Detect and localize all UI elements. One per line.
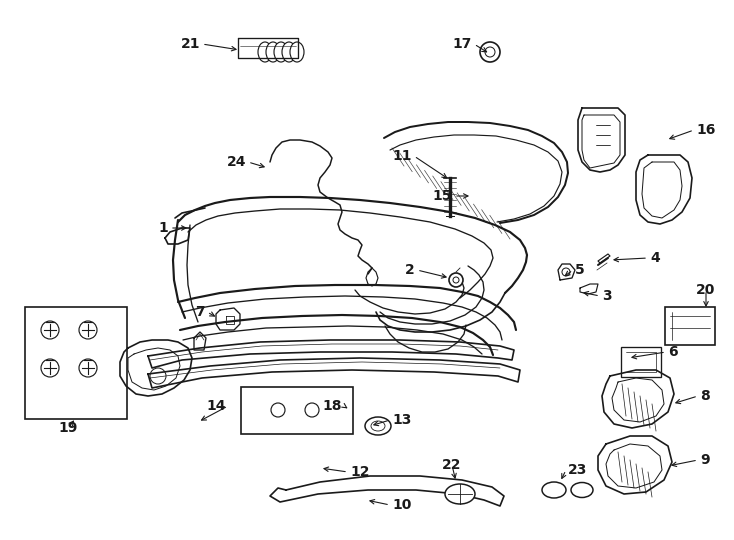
Ellipse shape	[445, 484, 475, 504]
Text: 11: 11	[393, 149, 412, 163]
Circle shape	[41, 359, 59, 377]
Text: 21: 21	[181, 37, 200, 51]
Circle shape	[150, 368, 166, 384]
Ellipse shape	[571, 483, 593, 497]
Text: 17: 17	[453, 37, 472, 51]
Text: 7: 7	[195, 305, 205, 319]
Ellipse shape	[274, 42, 288, 62]
Text: 22: 22	[443, 458, 462, 472]
Text: 19: 19	[58, 421, 78, 435]
Circle shape	[562, 268, 570, 276]
Text: 12: 12	[350, 465, 369, 479]
Circle shape	[453, 277, 459, 283]
Ellipse shape	[371, 421, 385, 431]
Text: 2: 2	[405, 263, 415, 277]
Ellipse shape	[266, 42, 280, 62]
Circle shape	[271, 403, 285, 417]
FancyBboxPatch shape	[621, 347, 661, 377]
FancyBboxPatch shape	[241, 387, 353, 434]
Circle shape	[480, 42, 500, 62]
Text: 14: 14	[206, 399, 226, 413]
Circle shape	[79, 321, 97, 339]
Text: 13: 13	[392, 413, 411, 427]
Text: 3: 3	[602, 289, 611, 303]
Text: 8: 8	[700, 389, 710, 403]
Circle shape	[485, 47, 495, 57]
Ellipse shape	[258, 42, 272, 62]
Text: 24: 24	[227, 155, 246, 169]
Circle shape	[79, 359, 97, 377]
Text: 16: 16	[696, 123, 716, 137]
Text: 15: 15	[432, 189, 452, 203]
Ellipse shape	[290, 42, 304, 62]
Text: 10: 10	[392, 498, 411, 512]
Text: 23: 23	[568, 463, 587, 477]
Text: 20: 20	[697, 283, 716, 297]
Text: 18: 18	[322, 399, 342, 413]
Text: 4: 4	[650, 251, 660, 265]
Circle shape	[305, 403, 319, 417]
Text: 5: 5	[575, 263, 585, 277]
Ellipse shape	[542, 482, 566, 498]
FancyBboxPatch shape	[665, 307, 715, 345]
Ellipse shape	[282, 42, 296, 62]
Text: 9: 9	[700, 453, 710, 467]
FancyBboxPatch shape	[25, 307, 127, 419]
Circle shape	[449, 273, 463, 287]
Circle shape	[41, 321, 59, 339]
Text: 6: 6	[668, 345, 677, 359]
Text: 1: 1	[159, 221, 168, 235]
Ellipse shape	[365, 417, 391, 435]
